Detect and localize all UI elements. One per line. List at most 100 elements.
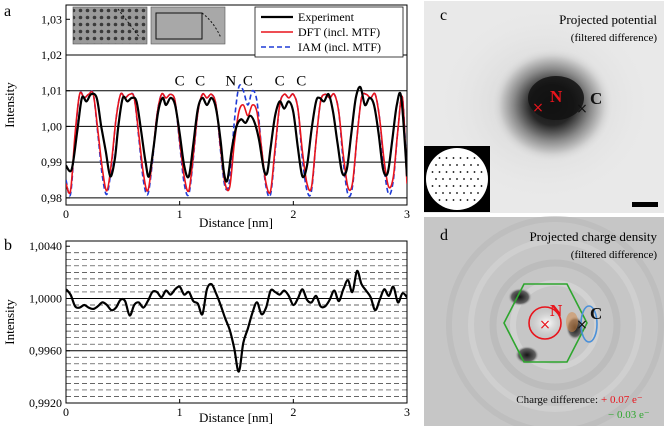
atom-label: C (243, 73, 253, 89)
series-line-difference (66, 269, 407, 373)
atom-label: N (225, 73, 236, 89)
aperture-dot (431, 185, 434, 187)
legend-entry-iam: IAM (incl. MTF) (298, 40, 381, 54)
ripple-rings (446, 216, 664, 426)
panel-b-series (66, 269, 407, 373)
aperture-dot (466, 199, 469, 201)
aperture-dot (459, 157, 462, 159)
aperture-dot (442, 164, 444, 166)
panel-b: b 0 1 2 3 0,9920 0,9960 1,0000 1,0040 Distance … (2, 237, 410, 425)
y-tick-label: 0,9960 (29, 344, 62, 358)
aperture-lattice (431, 157, 483, 201)
panel-b-axes: 0 1 2 3 0,9920 0,9960 1,0000 1,0040 (29, 239, 410, 419)
aperture-dot (435, 178, 437, 180)
y-tick-label: 0,9920 (29, 396, 62, 410)
aperture-dot (470, 178, 472, 180)
charge-negative: − 0.03 e⁻ (608, 409, 650, 421)
panel-d-label-n: N (550, 301, 563, 320)
panel-d-label: d (440, 227, 448, 244)
aperture-dot (463, 192, 465, 194)
aperture-inset (424, 146, 490, 212)
aperture-dot (445, 199, 448, 201)
aperture-dot (466, 171, 469, 173)
panel-c-label-n: N (550, 87, 563, 106)
panel-c-label: c (440, 7, 447, 24)
x-tick-label: 1 (177, 207, 183, 221)
panel-d: d Projected charge density (filtered dif… (424, 216, 664, 426)
aperture-dot (470, 164, 472, 166)
y-tick-label: 0,98 (41, 191, 62, 205)
aperture-dot (435, 164, 437, 166)
n-integration-circle (528, 306, 562, 340)
aperture-dot (473, 157, 476, 159)
potential-dark-center (528, 76, 584, 120)
x-tick-label: 2 (290, 405, 296, 419)
aperture-dot (456, 192, 458, 194)
aperture-dot (473, 199, 476, 201)
panel-d-subtitle: (filtered difference) (571, 249, 658, 261)
panel-a-label: a (4, 3, 11, 20)
panel-d-label-c: C (590, 304, 602, 323)
panel-a-ylabel: Intensity (2, 82, 17, 128)
aperture-dot (445, 171, 448, 173)
aperture-dot (438, 157, 441, 159)
panel-a-axes: 0 1 2 3 0,98 0,99 1,00 1,01 1,02 1,03 (41, 4, 410, 221)
series-line-dft (66, 90, 407, 195)
aperture-dot (477, 164, 479, 166)
panel-a-xlabel: Distance [nm] (199, 215, 273, 230)
atom-label: C (275, 73, 285, 89)
aperture-dot (452, 157, 455, 159)
scale-bar (632, 202, 658, 207)
aperture-dot (442, 178, 444, 180)
x-tick-label: 2 (290, 207, 296, 221)
aperture-dot (456, 164, 458, 166)
aperture-dot (473, 185, 476, 187)
y-tick-label: 1,0040 (29, 239, 62, 253)
charge-positive: + 0.07 e⁻ (601, 394, 643, 406)
aperture-dot (466, 185, 469, 187)
panel-a-inset-images (72, 6, 226, 45)
y-tick-label: 1,00 (41, 119, 62, 133)
aperture-dot (438, 199, 441, 201)
atom-label: C (296, 73, 306, 89)
plot-frame (65, 240, 408, 404)
y-tick-label: 1,01 (41, 84, 62, 98)
panel-b-xlabel: Distance [nm] (199, 410, 273, 425)
integration-hexagon (503, 283, 588, 363)
aperture-dot (473, 171, 476, 173)
aperture-dot (459, 171, 462, 173)
legend-entry-experiment: Experiment (298, 10, 355, 24)
aperture-dot (435, 192, 437, 194)
aperture-dot (456, 178, 458, 180)
aperture-dot (459, 185, 462, 187)
panel-d-n-marker: × (539, 317, 551, 333)
charge-difference-label: Charge difference: (516, 394, 598, 406)
panel-d-title: Projected charge density (529, 229, 657, 244)
aperture-dot (459, 199, 462, 201)
aperture-dot (466, 157, 469, 159)
aperture-dot (480, 171, 483, 173)
aperture-dot (452, 199, 455, 201)
aperture-dot (449, 164, 451, 166)
aperture-dot (438, 185, 441, 187)
panel-b-label: b (4, 237, 12, 254)
aperture-dot (442, 192, 444, 194)
panel-c-title: Projected potential (559, 12, 657, 27)
aperture-dot (470, 192, 472, 194)
aperture-dot (452, 185, 455, 187)
density-lobe-1 (508, 288, 532, 306)
series-line-experiment (66, 85, 407, 183)
aperture-dot (449, 192, 451, 194)
overlap-region (566, 312, 578, 332)
aperture-dot (477, 192, 479, 194)
aperture-dot (463, 164, 465, 166)
atom-label: C (175, 73, 185, 89)
y-tick-label: 0,99 (41, 155, 62, 169)
aperture-dot (445, 157, 448, 159)
c-site-marker: × (576, 101, 588, 117)
panel-b-ylabel: Intensity (2, 299, 17, 345)
panel-a-series (66, 84, 407, 198)
panel-c-label-c: C (590, 89, 602, 108)
